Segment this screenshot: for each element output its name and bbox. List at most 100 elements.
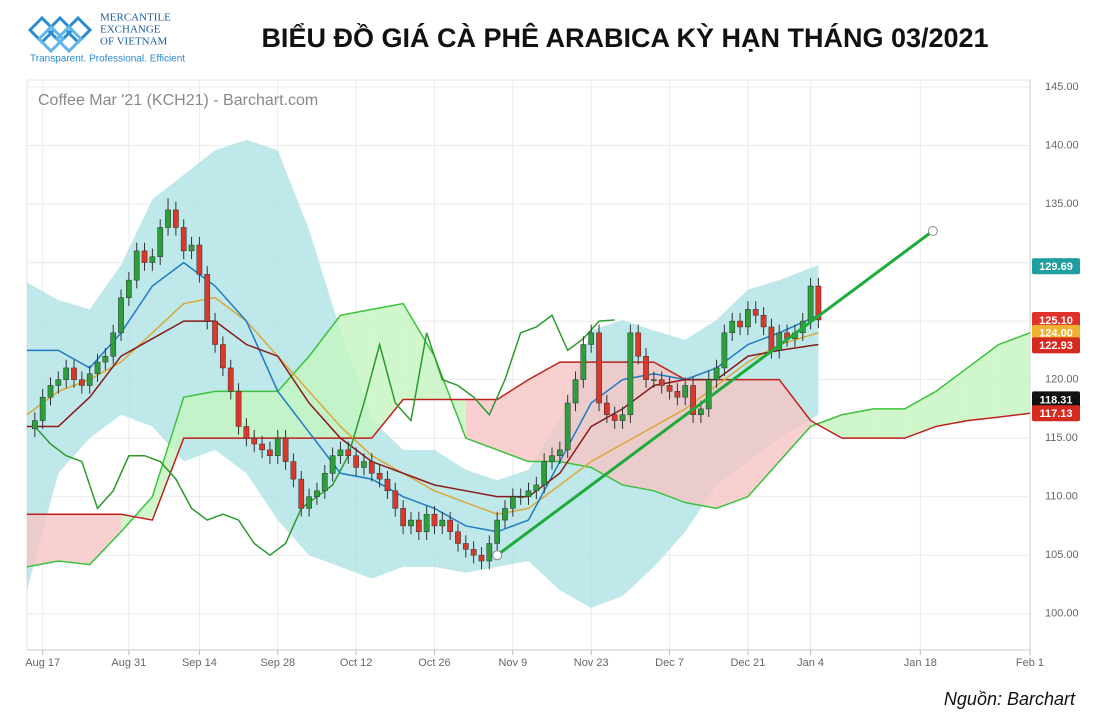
candle-body — [392, 490, 399, 509]
candle-body — [470, 549, 477, 556]
x-tick-label: Nov 23 — [574, 657, 609, 669]
candle-body — [651, 379, 657, 381]
cloud-segment — [935, 367, 968, 427]
cloud-segment — [747, 379, 780, 497]
candle-body — [63, 367, 70, 380]
candle-body — [227, 367, 234, 392]
candle-body — [588, 332, 595, 345]
candle-body — [376, 473, 383, 480]
candle-body — [745, 309, 751, 328]
candle-body — [345, 449, 352, 456]
cloud-segment — [277, 356, 310, 439]
candle-body — [235, 391, 242, 427]
logo-text: MERCANTILE — [100, 12, 171, 24]
price-tag — [1032, 258, 1080, 275]
candle-body — [494, 519, 501, 544]
candle-body — [541, 461, 548, 486]
x-tick-label: Jan 18 — [904, 657, 937, 669]
cloud-segment — [27, 514, 59, 567]
candle-body — [204, 274, 211, 322]
candle-body — [79, 379, 85, 386]
candle-body — [502, 508, 508, 521]
price-tag — [1032, 391, 1080, 408]
price-tag-label: 118.31 — [1039, 394, 1072, 406]
cloud-segment — [497, 379, 529, 462]
candle-body — [752, 309, 759, 316]
x-tick-label: Jan 4 — [797, 657, 824, 669]
candle-body — [517, 496, 524, 498]
x-tick-label: Aug 31 — [111, 657, 146, 669]
cloud-segment — [622, 362, 654, 491]
candle-body — [118, 297, 124, 334]
price-tag — [1032, 311, 1080, 328]
candle-body — [455, 531, 461, 544]
candle-body — [658, 379, 665, 386]
price-tag-label: 122.93 — [1039, 340, 1073, 352]
candle-body — [361, 461, 367, 468]
cloud-segment — [89, 514, 122, 565]
candle-body — [533, 484, 540, 492]
cloud-segment — [998, 332, 1030, 418]
senkou-b-line — [27, 361, 1031, 521]
candle-body — [274, 437, 281, 456]
candle-body — [157, 227, 164, 257]
candle-body — [415, 519, 422, 533]
cloud-segment — [841, 408, 874, 439]
x-tick-label: Oct 12 — [340, 657, 372, 669]
trendline-handle — [927, 225, 938, 236]
price-tag — [1032, 324, 1080, 341]
candle-body — [188, 244, 195, 252]
indicator-line — [26, 296, 819, 516]
indicator-line — [27, 320, 819, 498]
candle-body — [298, 478, 305, 509]
candle-body — [713, 367, 720, 380]
candle-body — [149, 256, 156, 263]
candle-body — [267, 449, 273, 456]
candle-body — [462, 543, 469, 550]
x-tick-label: Aug 17 — [25, 657, 60, 669]
candle-body — [690, 385, 696, 415]
candle-body — [572, 379, 579, 404]
candle-body — [705, 379, 712, 410]
y-tick-label: 110.00 — [1045, 491, 1078, 503]
y-tick-label: 105.00 — [1045, 549, 1079, 561]
candle-body — [251, 437, 258, 445]
price-tag-label: 124.00 — [1039, 328, 1073, 340]
candle-body — [604, 402, 610, 415]
candle-body — [737, 320, 743, 328]
candle-body — [611, 414, 618, 421]
candle-body — [243, 426, 250, 439]
candle-body — [400, 508, 406, 527]
candle-body — [337, 449, 344, 456]
cloud-segment — [371, 303, 404, 439]
cloud-segment — [183, 391, 216, 439]
candle-body — [321, 473, 328, 492]
logo-mark — [27, 15, 93, 54]
cloud-segment — [340, 309, 372, 439]
x-tick-label: Oct 26 — [418, 657, 450, 669]
candle-body — [282, 437, 289, 462]
logo-text: EXCHANGE — [100, 24, 161, 36]
cloud-segment — [465, 399, 498, 450]
candle-body — [564, 402, 571, 451]
indicator-line — [27, 261, 819, 533]
price-tag-label: 125.10 — [1039, 315, 1073, 327]
candle-body — [619, 414, 626, 421]
x-tick-label: Nov 9 — [498, 657, 527, 669]
trendline — [496, 229, 934, 557]
y-tick-label: 145.00 — [1045, 81, 1079, 93]
candle-body — [329, 455, 336, 474]
y-tick-label: 140.00 — [1045, 139, 1079, 151]
y-tick-label: 120.00 — [1045, 374, 1079, 386]
y-tick-label: 135.00 — [1045, 198, 1079, 210]
y-tick-label: 115.00 — [1045, 432, 1078, 444]
candle-body — [525, 490, 532, 497]
price-tag-label: 117.13 — [1039, 408, 1072, 420]
price-tag-label: 129.69 — [1039, 261, 1073, 273]
candle-body — [306, 496, 312, 509]
candle-body — [447, 519, 453, 533]
cloud-segment — [810, 414, 842, 439]
candle-body — [212, 320, 218, 345]
cloud-segment — [904, 391, 936, 439]
